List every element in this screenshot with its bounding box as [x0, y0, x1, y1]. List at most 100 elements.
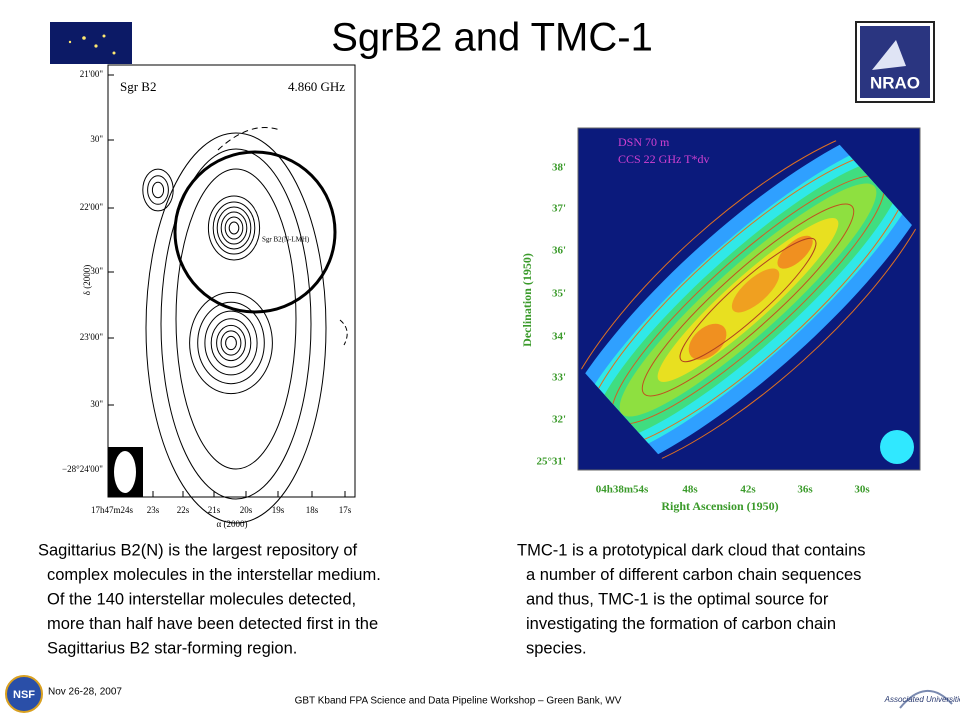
x-tick-label: 17h47m24s	[91, 505, 134, 515]
x-tick-label: 20s	[240, 505, 253, 515]
right-paragraph-line: and thus, TMC-1 is the optimal source fo…	[526, 590, 829, 608]
contour	[217, 127, 281, 151]
tmc1-map: DSN 70 m CCS 22 GHz T*dv Declination (19…	[520, 117, 948, 513]
logo-text: Associated Universities	[884, 695, 960, 704]
contour	[225, 335, 237, 351]
x-tick-label: 19s	[272, 505, 285, 515]
aui-logo: Associated Universities	[884, 682, 960, 714]
x-tick-label: 23s	[147, 505, 160, 515]
x-tick-label: 36s	[797, 484, 813, 496]
right-paragraph-line: investigating the formation of carbon ch…	[526, 615, 836, 633]
left-paragraph-line: more than half have been detected first …	[47, 615, 378, 633]
contour	[216, 206, 252, 250]
y-tick-label: 30"	[90, 266, 103, 276]
contour	[207, 195, 261, 261]
left-paragraph-line: Sagittarius B2 star-forming region.	[47, 639, 297, 657]
contour	[189, 291, 273, 395]
beam-circle	[173, 150, 337, 314]
logo-shape	[872, 40, 906, 70]
contour	[210, 318, 252, 368]
y-tick-label: 22'00"	[80, 202, 104, 212]
y-tick-label: 35'	[552, 288, 566, 300]
y-tick-label: 30"	[90, 399, 103, 409]
nrao-logo: NRAO	[855, 21, 935, 103]
x-axis-title: Right Ascension (1950)	[661, 499, 778, 513]
logo-text: NRAO	[870, 73, 920, 92]
y-tick-label: 38'	[552, 162, 566, 174]
x-axis-title: α (2000)	[217, 519, 248, 529]
left-paragraph-line: Sagittarius B2(N) is the largest reposit…	[38, 541, 358, 559]
contour	[220, 211, 248, 245]
source-label: Sgr B2(N-LMH)	[262, 236, 310, 244]
contour	[151, 181, 165, 199]
x-tick-label: 18s	[306, 505, 319, 515]
map-subtitle: CCS 22 GHz T*dv	[618, 152, 709, 166]
level	[688, 323, 727, 360]
y-axis-title: Declination (1950)	[520, 253, 534, 347]
x-tick-label: 22s	[177, 505, 190, 515]
x-tick-label: 42s	[740, 484, 756, 496]
x-tick-label: 30s	[854, 484, 870, 496]
contour	[641, 203, 855, 397]
beam	[880, 430, 914, 464]
y-tick-label: 37'	[552, 203, 566, 215]
y-tick-label: 36'	[552, 245, 566, 257]
left-paragraph-line: complex molecules in the interstellar me…	[47, 566, 381, 584]
contour	[142, 168, 174, 212]
contour	[339, 319, 348, 346]
y-tick-label: 30"	[90, 134, 103, 144]
logo-shape	[102, 34, 106, 38]
right-paragraph-line: species.	[526, 639, 587, 657]
contour	[216, 324, 246, 362]
logo-shape	[50, 22, 132, 64]
sgrb2-map: Sgr B2 4.860 GHz Sgr B2(N-LMH) δ (2000) …	[62, 64, 356, 529]
logo-shape	[5, 675, 43, 713]
contour	[679, 237, 817, 363]
map-label: DSN 70 m	[618, 135, 670, 149]
y-tick-label: 25°31'	[537, 456, 566, 468]
map-frame	[577, 127, 921, 471]
star-image	[50, 22, 132, 64]
contour	[160, 148, 312, 500]
logo-shape	[82, 36, 86, 40]
x-tick-label: 17s	[339, 505, 352, 515]
logo-shape	[899, 689, 953, 709]
contour	[197, 301, 265, 385]
y-tick-label: 21'00"	[80, 69, 104, 79]
y-tick-label: 23'00"	[80, 332, 104, 342]
x-tick-label: 48s	[682, 484, 698, 496]
emission-band	[548, 117, 948, 483]
logo-shape	[112, 51, 116, 55]
y-tick-label: 34'	[552, 331, 566, 343]
contour	[224, 216, 244, 240]
contour	[204, 310, 258, 376]
left-paragraph-line: Of the 140 interstellar molecules detect…	[47, 590, 356, 608]
x-tick-label: 21s	[208, 505, 221, 515]
contour	[220, 330, 242, 356]
nsf-logo: NSF	[5, 675, 43, 713]
y-tick-label: 32'	[552, 414, 566, 426]
right-paragraph-line: a number of different carbon chain seque…	[526, 566, 861, 584]
contour	[228, 221, 240, 235]
level	[777, 235, 813, 269]
workshop: GBT Kband FPA Science and Data Pipeline …	[295, 696, 622, 707]
contour	[147, 175, 169, 205]
x-tick-label: 04h38m54s	[596, 484, 649, 496]
logo-text: NSF	[13, 689, 35, 701]
contour	[175, 168, 297, 470]
y-tick-label: 33'	[552, 372, 566, 384]
contour	[212, 201, 256, 255]
logo-shape	[6, 676, 42, 712]
slide-title: SgrB2 and TMC-1	[331, 16, 653, 60]
map-frequency: 4.860 GHz	[288, 79, 345, 94]
y-tick-label: −28°24'00"	[62, 464, 103, 474]
level	[731, 268, 780, 313]
logo-shape	[94, 44, 98, 48]
y-axis-title: δ (2000)	[82, 265, 92, 296]
logo-shape	[68, 40, 72, 44]
contour	[145, 132, 327, 524]
beam	[114, 451, 136, 493]
right-paragraph-line: TMC-1 is a prototypical dark cloud that …	[517, 541, 866, 559]
